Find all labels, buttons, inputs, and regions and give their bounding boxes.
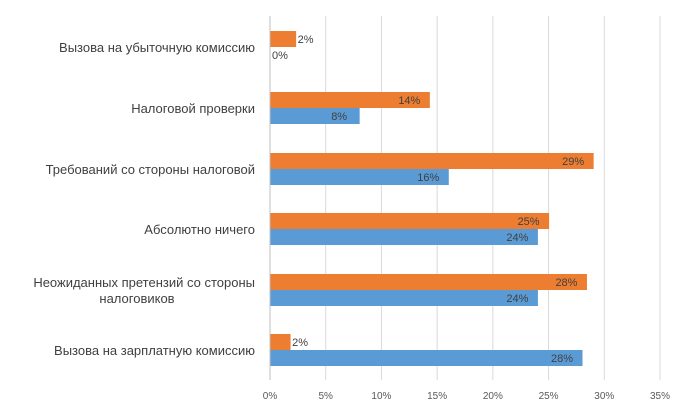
orange-series-bar xyxy=(270,213,550,229)
orange-series-data-label: 29% xyxy=(562,156,584,168)
x-tick-label: 20% xyxy=(483,391,503,402)
blue-series-data-label: 16% xyxy=(417,172,439,184)
x-tick-label: 25% xyxy=(539,391,559,402)
grid-layer xyxy=(269,16,661,380)
bar-layer xyxy=(270,31,594,366)
blue-series-data-label: 28% xyxy=(551,353,573,365)
x-tick-label: 10% xyxy=(371,391,391,402)
category-label: Требований со стороны налоговой xyxy=(46,162,255,177)
orange-series-bar xyxy=(270,31,297,47)
orange-series-data-label: 14% xyxy=(398,95,420,107)
blue-series-data-label: 0% xyxy=(272,50,288,62)
orange-series-bar xyxy=(270,334,291,350)
orange-series-data-label: 2% xyxy=(298,34,314,46)
blue-series-bar xyxy=(270,350,583,366)
orange-series-bar xyxy=(270,153,594,169)
data-label-layer: 2% 0% 14% 8% 29% 16% 25% 24% 28% 24% 2% 28% xyxy=(272,34,584,365)
blue-series-bar xyxy=(270,108,360,124)
blue-series-bar xyxy=(270,290,538,306)
category-label: Вызова на зарплатную комиссию xyxy=(54,343,255,358)
x-tick-layer: 0% 5% 10% 15% 20% 25% 30% 35% xyxy=(263,391,670,402)
orange-series-bar xyxy=(270,274,587,290)
x-tick-label: 30% xyxy=(594,391,614,402)
orange-series-data-label: 2% xyxy=(292,337,308,349)
x-tick-label: 5% xyxy=(318,391,333,402)
x-tick-label: 0% xyxy=(263,391,278,402)
blue-series-data-label: 24% xyxy=(506,232,528,244)
category-label: Вызова на убыточную комиссию xyxy=(59,40,255,55)
x-tick-label: 35% xyxy=(650,391,670,402)
orange-series-data-label: 25% xyxy=(518,216,540,228)
blue-series-bar xyxy=(270,169,449,185)
category-label: Неожиданных претензий со стороны налогови… xyxy=(33,275,255,306)
x-tick-label: 15% xyxy=(427,391,447,402)
orange-series-bar xyxy=(270,92,430,108)
category-label: Налоговой проверки xyxy=(131,101,255,116)
blue-series-data-label: 8% xyxy=(331,111,347,123)
blue-series-data-label: 24% xyxy=(506,293,528,305)
category-label-layer: Вызова на убыточную комиссию Налоговой пр… xyxy=(33,40,255,358)
category-label: Абсолютно ничего xyxy=(144,222,255,237)
orange-series-data-label: 28% xyxy=(555,277,577,289)
blue-series-bar xyxy=(270,229,538,245)
